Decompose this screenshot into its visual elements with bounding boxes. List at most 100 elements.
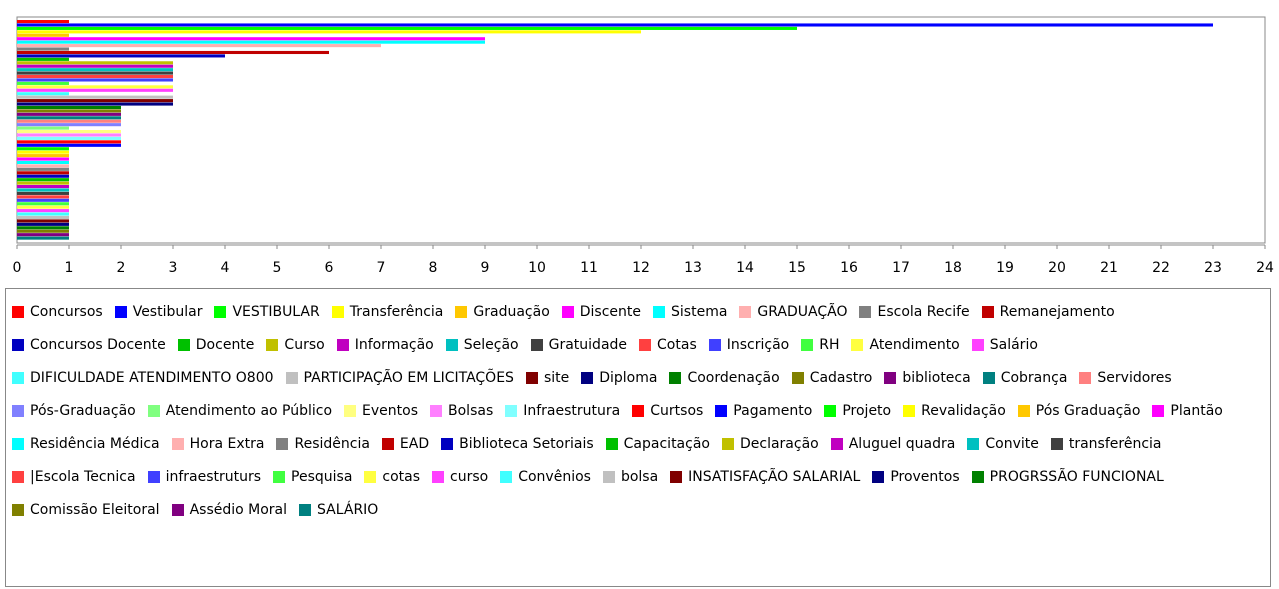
legend-swatch [653,305,666,318]
legend-label: Cadastro [809,369,873,386]
legend-label: Atendimento ao Público [165,402,333,419]
legend-item: Declaração [721,427,819,460]
bar [17,78,173,82]
legend-label: Docente [195,336,255,353]
bar [17,71,173,75]
legend-swatch [830,437,843,450]
legend-swatch [445,338,458,351]
legend-item: Concursos Docente [12,328,166,361]
legend-item: transferência [1050,427,1162,460]
legend: Concursos Vestibular VESTIBULAR Transferênc… [5,288,1271,587]
legend-swatch [364,470,377,483]
bar [17,123,121,127]
legend-item: Biblioteca Setoriais [441,427,594,460]
bar [17,88,173,92]
legend-swatch [214,305,227,318]
bar [17,81,69,85]
x-tick-label: 21 [1100,260,1118,276]
x-tick-label: 20 [1048,260,1066,276]
legend-label: Plantão [1170,402,1223,419]
x-tick-label: 11 [580,260,598,276]
legend-item: Pesquisa [273,460,352,493]
legend-swatch [903,404,916,417]
legend-label: Eventos [362,402,419,419]
plot-area [16,16,1266,244]
legend-label: site [543,369,570,386]
legend-swatch [147,404,160,417]
legend-swatch [1152,404,1165,417]
legend-label: Servidores [1097,369,1172,386]
bar [17,30,641,34]
legend-swatch [12,338,24,351]
legend-label: Hora Extra [189,435,265,452]
legend-swatch [602,470,615,483]
legend-label: Pós-Graduação [30,402,136,419]
bar [17,57,69,61]
legend-label: Projeto [842,402,892,419]
legend-item: DIFICULDADE ATENDIMENTO O800 [12,361,274,394]
legend-item: Residência [276,427,370,460]
legend-item: Convite [967,427,1039,460]
legend-swatch [266,338,279,351]
legend-swatch [739,305,752,318]
legend-swatch [430,404,443,417]
legend-item: Residência Médica [12,427,160,460]
legend-label: infraestruturs [165,468,262,485]
legend-item: Informação [336,328,434,361]
legend-item: site [525,361,570,394]
legend-item: |Escola Tecnica [12,460,136,493]
legend-swatch [851,338,864,351]
legend-swatch [455,305,468,318]
bar [17,37,485,41]
bar [17,112,121,116]
x-tick-label: 12 [632,260,650,276]
legend-swatch [299,503,312,516]
legend-item: INSATISFAÇÃO SALARIAL [670,460,860,493]
bar [17,130,121,134]
x-tick-label: 2 [117,260,126,276]
bar [17,50,329,55]
legend-swatch [273,470,286,483]
bar [17,160,69,165]
legend-item: Capacitação [605,427,710,460]
bar [17,95,173,99]
legend-label: PROGRSSÃO FUNCIONAL [989,468,1164,485]
bar [17,167,69,171]
legend-item: Cadastro [791,361,873,394]
legend-swatch [715,404,728,417]
bar [17,119,121,123]
legend-label: Cobrança [1000,369,1068,386]
bar [17,40,485,44]
legend-swatch [581,371,594,384]
bar [17,44,381,48]
legend-label: Pós Graduação [1035,402,1141,419]
legend-label: Assédio Moral [189,501,288,518]
x-tick-label: 10 [528,260,546,276]
legend-item: Inscrição [708,328,789,361]
legend-label: Convênios [518,468,591,485]
legend-swatch [432,470,445,483]
legend-swatch [801,338,814,351]
legend-item: Graduação [455,295,550,328]
legend-swatch [171,437,184,450]
bar [17,219,69,223]
legend-swatch [884,371,897,384]
legend-label: Aluguel quadra [848,435,956,452]
legend-item: Concursos [12,295,103,328]
bar [17,61,173,65]
chart: 0 1 2 3 4 5 6 7 8 9 10 11 12 13 14 15 16 17 18 19 20 21 22 23 24 [13,16,1274,276]
legend-label: Coordenação [687,369,780,386]
legend-swatch [971,470,984,483]
legend-swatch [721,437,734,450]
x-tick-label: 19 [996,260,1014,276]
legend-swatch [670,470,683,483]
x-tick-label: 3 [169,260,178,276]
legend-swatch [605,437,618,450]
legend-item: PARTICIPAÇÃO EM LICITAÇÕES [285,361,514,394]
legend-label: Pesquisa [291,468,353,485]
legend-item: Aluguel quadra [830,427,956,460]
legend-label: EAD [399,435,430,452]
legend-swatch [1017,404,1030,417]
legend-swatch [177,338,190,351]
bar [17,109,121,113]
